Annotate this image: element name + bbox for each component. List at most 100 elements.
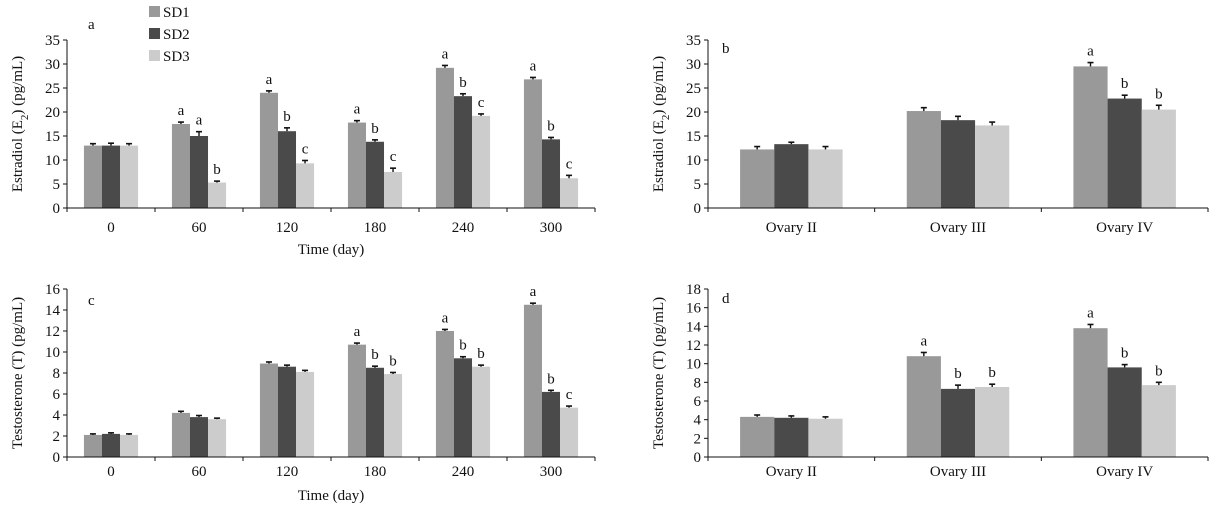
bar-sd1-2 [1073, 328, 1108, 457]
bar-sd2-3 [365, 141, 385, 208]
legend-swatch-sd1 [149, 6, 160, 17]
y-tick-label: 6 [694, 394, 702, 410]
bar-sd2-4 [453, 358, 473, 457]
y-axis-title-part: ) (pg/mL) [651, 56, 667, 115]
significance-letter: b [547, 118, 555, 134]
significance-letter: b [477, 346, 485, 362]
significance-letter: a [442, 46, 449, 62]
bar-sd3-1 [975, 387, 1010, 457]
significance-letter: b [1121, 76, 1129, 92]
panel-letter: d [722, 291, 730, 307]
bar-sd3-2 [1141, 109, 1176, 208]
y-axis-title: Testosterone (T) (pg/mL) [10, 297, 26, 449]
y-tick-label: 15 [45, 129, 60, 145]
significance-letter: c [302, 141, 309, 157]
significance-letter: a [530, 58, 537, 74]
bar-sd1-3 [347, 344, 366, 457]
bar-sd2-2 [1107, 367, 1142, 457]
x-tick-label: 300 [540, 464, 563, 480]
y-tick-label: 0 [694, 450, 702, 466]
bar-sd3-2 [296, 163, 315, 208]
y-tick-label: 35 [686, 33, 701, 49]
y-axis-title: Estradiol (E2) (pg/mL) [651, 56, 672, 192]
bar-sd3-4 [472, 366, 491, 457]
significance-letter: b [954, 366, 962, 382]
x-axis-title: Time (day) [298, 242, 365, 258]
significance-letter: a [196, 113, 203, 129]
significance-letter: a [442, 310, 449, 326]
bar-sd2-2 [277, 366, 297, 457]
y-tick-label: 25 [45, 81, 60, 97]
x-tick-label: 300 [540, 220, 563, 236]
bar-sd2-0 [101, 145, 121, 208]
x-tick-label: 180 [364, 220, 387, 236]
bar-sd3-2 [296, 371, 315, 457]
bar-sd3-4 [472, 115, 491, 208]
bar-sd3-5 [560, 178, 579, 208]
y-tick-label: 8 [694, 375, 702, 391]
y-tick-label: 18 [686, 282, 701, 298]
bar-sd2-0 [774, 417, 809, 457]
bar-sd1-0 [83, 434, 102, 457]
significance-letter: a [1087, 44, 1094, 60]
significance-letter: b [389, 353, 397, 369]
y-tick-label: 5 [53, 177, 61, 193]
y-tick-label: 2 [53, 429, 61, 445]
y-tick-label: 12 [686, 338, 701, 354]
significance-letter: a [354, 102, 361, 118]
panel-b: a b b 0 5 10 15 20 25 30 35 Ovary II Ovary III Ovary … [651, 33, 1209, 236]
bar-sd3-0 [120, 434, 139, 457]
bar-sd1-0 [740, 416, 775, 457]
y-tick-label: 16 [686, 301, 702, 317]
significance-letter: c [478, 95, 485, 111]
bar-sd1-3 [347, 122, 366, 208]
bar-sd3-2 [1141, 385, 1176, 457]
bar-sd1-4 [435, 331, 454, 457]
y-tick-label: 10 [686, 153, 701, 169]
bar-sd2-4 [453, 96, 473, 208]
y-tick-label: 8 [53, 366, 61, 382]
bar-sd1-2 [259, 363, 278, 457]
y-axis-title-part: Estradiol (E [651, 120, 667, 192]
bar-sd2-2 [1107, 98, 1142, 208]
panel-letter: a [88, 17, 95, 33]
y-tick-label: 4 [53, 408, 61, 424]
y-tick-label: 4 [694, 413, 702, 429]
y-tick-label: 35 [45, 33, 60, 49]
bar-sd1-1 [171, 124, 190, 208]
y-tick-label: 16 [45, 282, 61, 298]
y-tick-label: 30 [686, 57, 701, 73]
significance-letter: b [988, 365, 996, 381]
y-tick-label: 0 [53, 201, 61, 217]
bar-sd1-4 [435, 67, 454, 208]
bar-sd3-3 [384, 172, 403, 208]
bar-sd1-0 [740, 149, 775, 208]
x-tick-label: 240 [452, 464, 475, 480]
x-tick-label: 120 [276, 220, 299, 236]
significance-letter: b [459, 338, 467, 354]
bar-sd2-1 [189, 136, 209, 208]
significance-letter: a [178, 103, 185, 119]
y-axis-title-subscript: 2 [19, 115, 31, 121]
x-tick-label: 120 [276, 464, 299, 480]
y-tick-label: 0 [694, 201, 702, 217]
legend-label-sd1: SD1 [163, 5, 190, 21]
bar-sd3-3 [384, 374, 403, 457]
bar-sd1-0 [83, 145, 102, 208]
legend-swatch-sd3 [149, 50, 160, 61]
significance-letter: b [1121, 346, 1129, 362]
y-axis-title-part: ) (pg/mL) [10, 56, 26, 115]
panel-d: a a b b b b 0 2 4 6 8 10 12 14 16 18 Ovary II Ovary III Ov… [651, 282, 1209, 480]
y-tick-label: 15 [686, 129, 701, 145]
significance-letter: c [390, 149, 397, 165]
significance-letter: a [266, 72, 273, 88]
y-tick-label: 10 [45, 153, 60, 169]
y-tick-label: 12 [45, 324, 60, 340]
bar-sd1-5 [523, 79, 542, 208]
x-tick-label: Ovary III [930, 464, 986, 480]
significance-letter: b [213, 162, 221, 178]
significance-letter: b [1155, 86, 1163, 102]
bar-sd3-1 [208, 182, 227, 208]
bar-sd3-5 [560, 407, 579, 457]
bar-sd2-1 [940, 120, 976, 208]
